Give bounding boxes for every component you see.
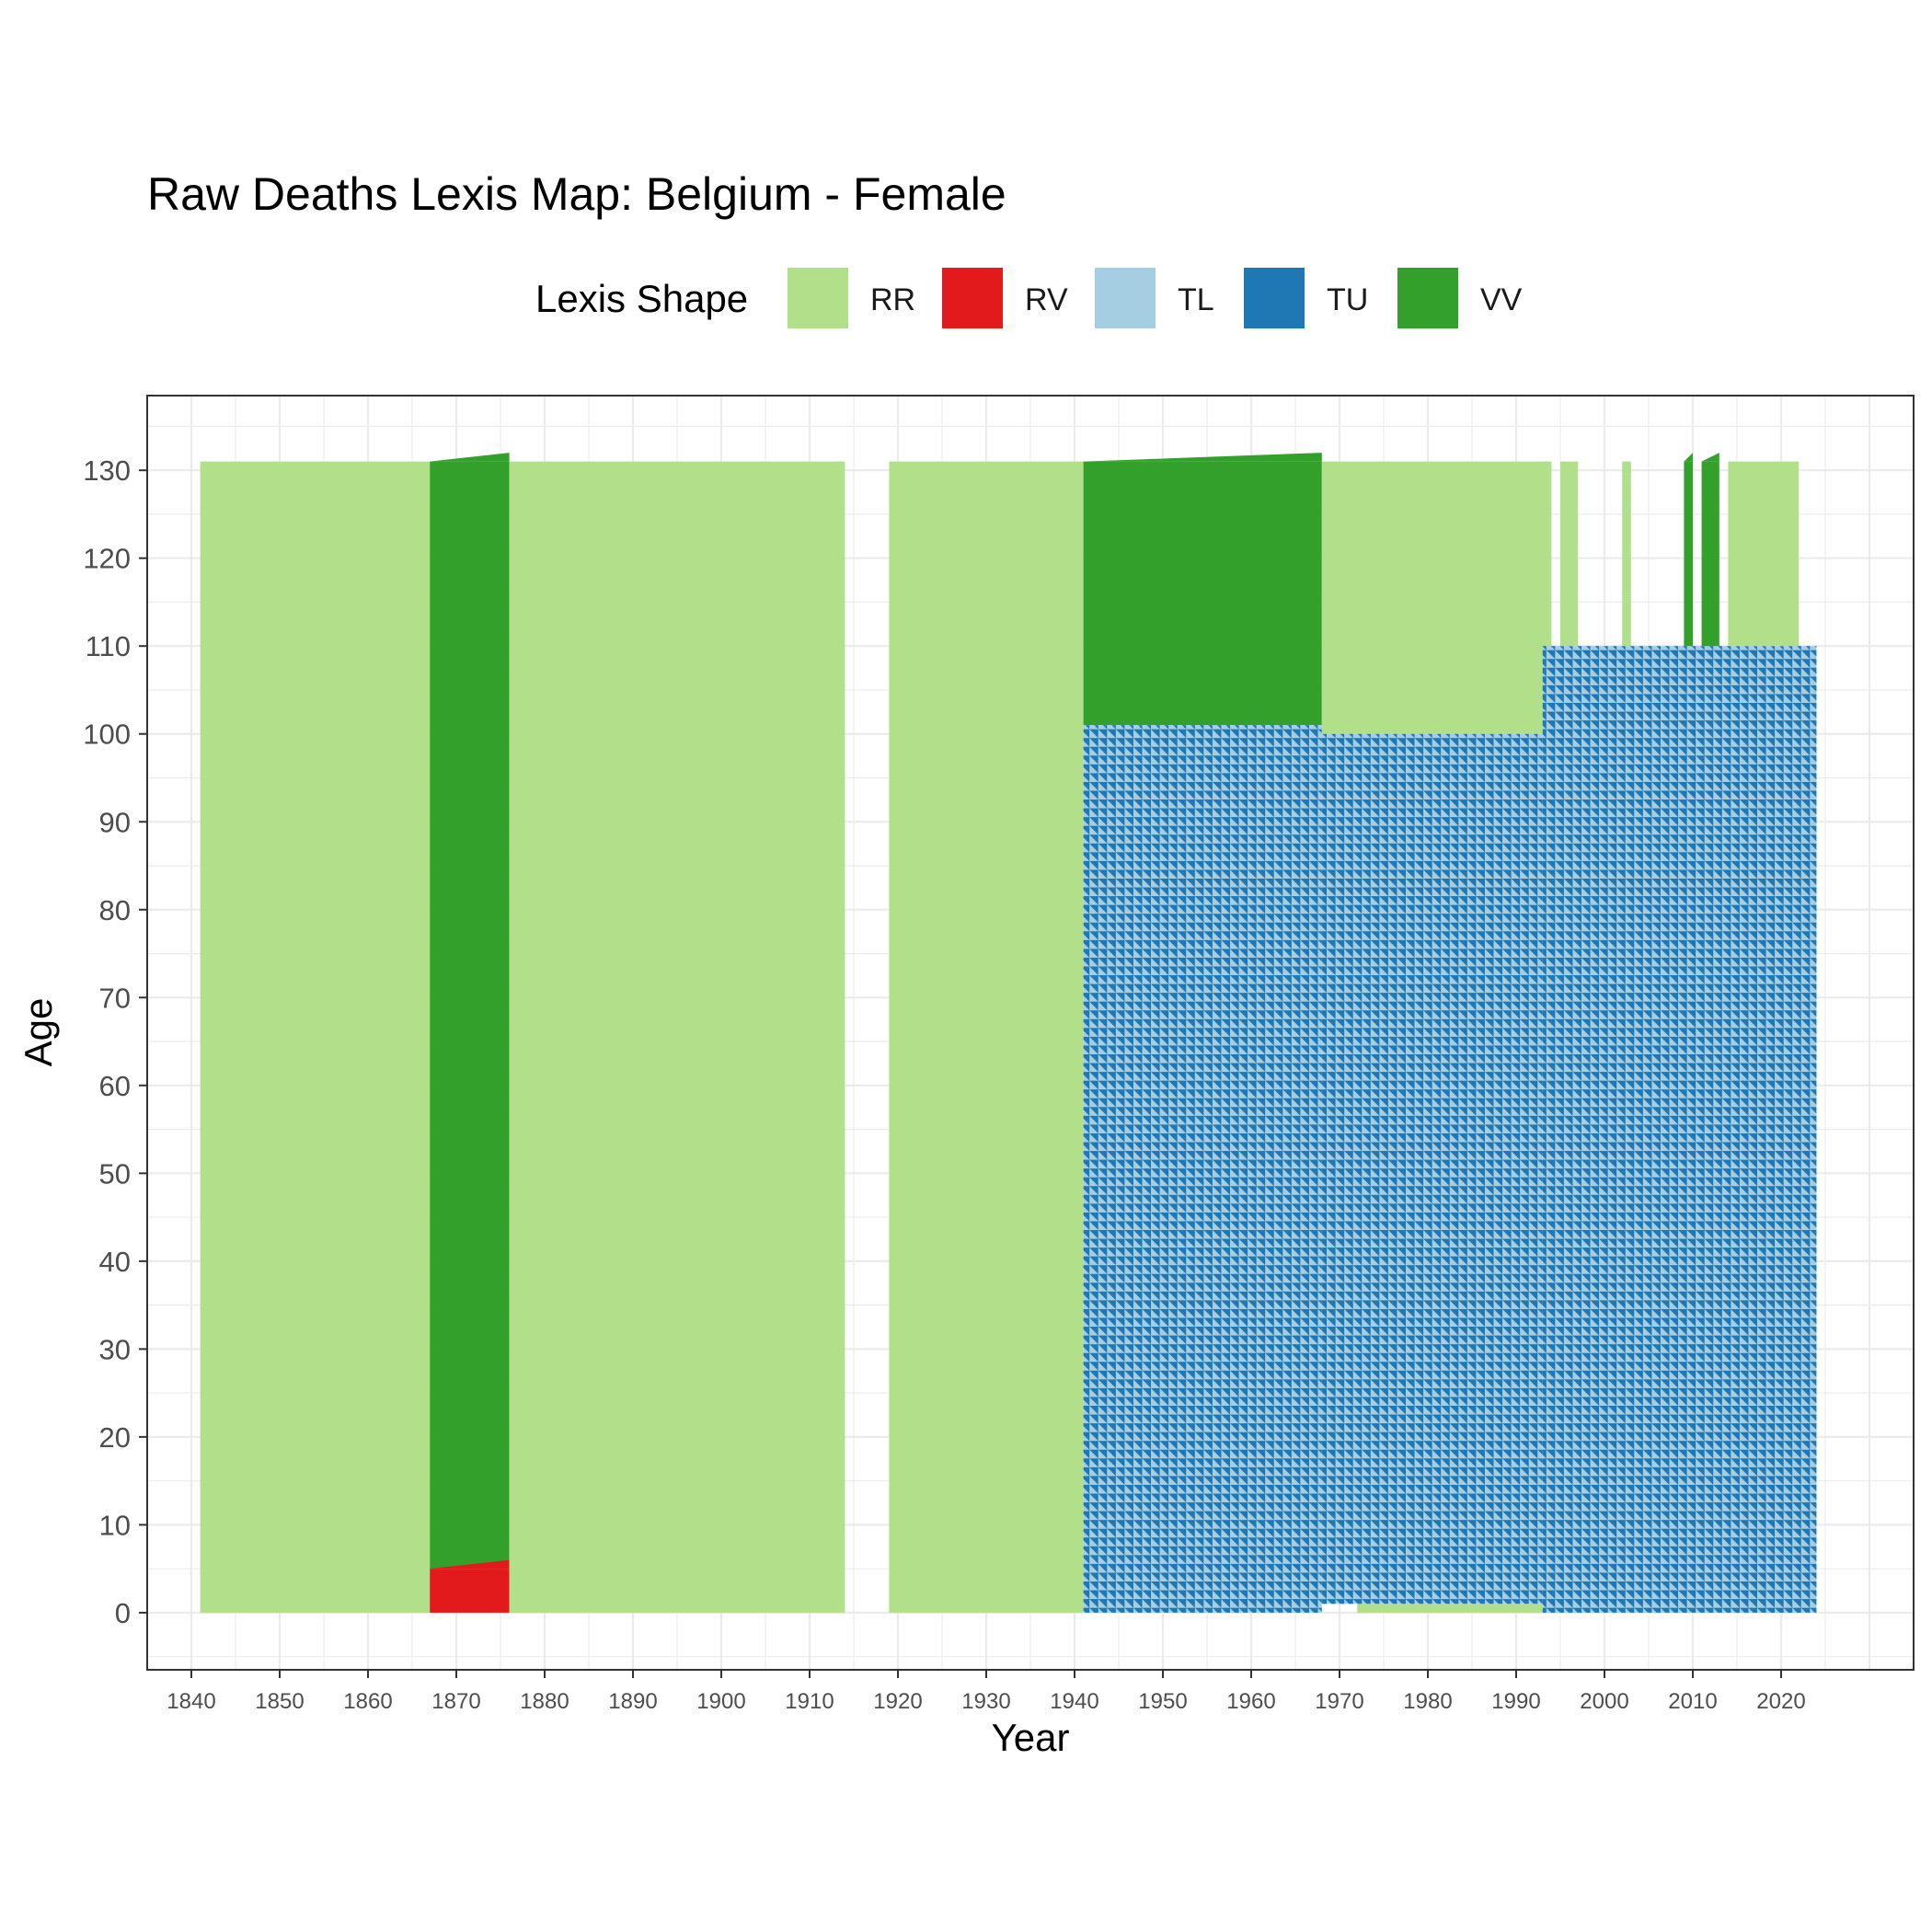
x-tick-label: 1870	[431, 1689, 480, 1714]
region-rr-1968-1994	[1321, 461, 1552, 734]
region-rr-1876-1914	[509, 461, 845, 1613]
y-tick-label: 10	[99, 1509, 131, 1541]
legend-swatch-tl	[1095, 268, 1156, 328]
region-edge-vv	[1083, 453, 1322, 462]
x-tick-label: 1920	[873, 1689, 922, 1714]
legend-label-rv: RV	[1025, 282, 1068, 317]
region-edge-vv	[1701, 453, 1719, 462]
chart-title: Raw Deaths Lexis Map: Belgium - Female	[147, 168, 1006, 220]
legend-label-tl: TL	[1178, 282, 1214, 317]
legend-swatch-tu	[1244, 268, 1305, 328]
legend-label-tu: TU	[1327, 282, 1368, 317]
x-tick-label: 2000	[1580, 1689, 1628, 1714]
y-tick-label: 90	[99, 806, 131, 838]
y-tick-label: 70	[99, 982, 131, 1014]
legend-label-vv: VV	[1480, 282, 1523, 317]
region-vv-2011-2013	[1701, 461, 1719, 647]
y-tick-label: 30	[99, 1333, 131, 1365]
x-tick-label: 1950	[1138, 1689, 1187, 1714]
y-tick-label: 120	[83, 543, 131, 575]
x-tick-label: 1990	[1491, 1689, 1540, 1714]
x-tick-label: 1940	[1050, 1689, 1098, 1714]
x-tick-label: 2010	[1668, 1689, 1717, 1714]
x-tick-label: 1860	[343, 1689, 392, 1714]
x-tick-label: 1970	[1315, 1689, 1363, 1714]
legend-title: Lexis Shape	[535, 277, 748, 320]
y-tick-label: 50	[99, 1157, 131, 1190]
lexis-regions	[200, 453, 1817, 1613]
region-tl-tu-1968-1993	[1321, 733, 1543, 1604]
legend-swatch-vv	[1397, 268, 1458, 328]
y-tick-label: 0	[115, 1597, 131, 1629]
region-rr-1972-1993	[1357, 1604, 1543, 1613]
x-tick-label: 1980	[1403, 1689, 1452, 1714]
y-tick-label: 110	[86, 630, 131, 662]
x-tick-label: 1930	[961, 1689, 1010, 1714]
y-axis-title: Age	[17, 998, 60, 1067]
region-rv-1867-1876	[430, 1569, 510, 1613]
region-edge-vv	[1684, 453, 1693, 462]
x-tick-label: 1900	[696, 1689, 745, 1714]
x-tick-label: 2020	[1756, 1689, 1805, 1714]
legend-swatch-rv	[942, 268, 1003, 328]
y-tick-label: 40	[99, 1246, 131, 1278]
plot-border	[146, 395, 1915, 1671]
y-tick-label: 130	[83, 454, 131, 487]
y-axis: 0 10 20 30 40 50 60 70 80 90 100 110 120 130	[83, 454, 147, 1629]
region-tl-tu-1941-1968	[1083, 725, 1322, 1613]
region-rr-2014-2022	[1728, 461, 1800, 647]
y-tick-label: 80	[99, 894, 131, 926]
region-vv-2009-2010	[1684, 461, 1693, 647]
x-tick-label: 1890	[608, 1689, 657, 1714]
y-tick-label: 100	[83, 719, 131, 751]
legend: Lexis Shape RR RV TL TU VV	[535, 268, 1523, 328]
y-tick-label: 20	[99, 1421, 131, 1454]
region-rr-1919-1941	[889, 461, 1084, 1613]
legend-label-rr: RR	[870, 282, 915, 317]
x-tick-label: 1850	[255, 1689, 304, 1714]
x-tick-label: 1910	[785, 1689, 834, 1714]
legend-swatch-rr	[788, 268, 848, 328]
x-tick-label: 1880	[520, 1689, 569, 1714]
x-axis-title: Year	[992, 1716, 1070, 1759]
x-tick-label: 1840	[167, 1689, 215, 1714]
region-edge-rv	[430, 1559, 510, 1570]
region-rr-2002-2003	[1622, 461, 1631, 647]
region-edge-vv	[430, 453, 510, 462]
region-tl-tu-1993-2024	[1542, 646, 1817, 1613]
region-vv-1867-1876	[430, 461, 510, 1570]
y-tick-label: 60	[99, 1070, 131, 1102]
region-rr-1995-1997	[1560, 461, 1579, 647]
x-axis: 1840 1850 1860 1870 1880 1890 1900 1910 1920 1930…	[167, 1670, 1806, 1714]
region-vv-1941-1968	[1083, 461, 1322, 726]
x-tick-label: 1960	[1226, 1689, 1275, 1714]
region-rr-1841-1867	[200, 461, 431, 1613]
